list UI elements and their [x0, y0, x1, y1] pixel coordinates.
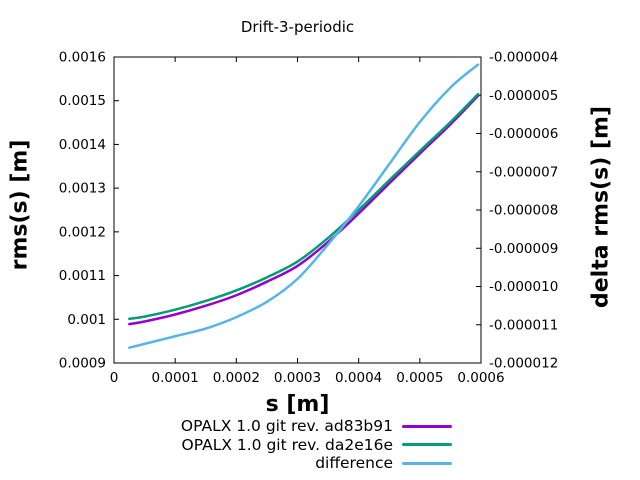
legend-label: OPALX 1.0 git rev. da2e16e: [181, 435, 393, 454]
chart-title: Drift-3-periodic: [240, 18, 355, 36]
y-left-tick-label: 0.0012: [59, 224, 106, 240]
x-tick-label: 0.0004: [335, 370, 382, 386]
y-right-tick-label: -0.000008: [489, 203, 558, 219]
y-right-tick-label: -0.000011: [489, 317, 558, 333]
y-left-tick-label: 0.0016: [59, 50, 106, 66]
y-axis-label-right: delta rms(s) [m]: [588, 106, 614, 308]
y-left-tick-label: 0.001: [67, 312, 106, 328]
legend: OPALX 1.0 git rev. ad83b91 OPALX 1.0 git…: [181, 417, 452, 473]
legend-item-difference: difference: [181, 454, 452, 473]
series-line-2: [128, 92, 480, 321]
x-tick-label: 0.0001: [152, 370, 199, 386]
y-right-tick-label: -0.000004: [489, 50, 558, 66]
y-left-tick-label: 0.0009: [59, 356, 106, 372]
x-axis-label: s [m]: [265, 392, 330, 417]
series-line-1: [128, 94, 480, 326]
y-left-tick-label: 0.0014: [59, 137, 106, 153]
legend-line-sample-purple: [402, 424, 452, 428]
legend-label: difference: [315, 454, 393, 473]
y-axis-label-left: rms(s) [m]: [7, 139, 33, 271]
y-right-tick-label: -0.000005: [489, 88, 558, 104]
y-left-tick-label: 0.0013: [59, 181, 106, 197]
legend-label: OPALX 1.0 git rev. ad83b91: [180, 417, 393, 436]
legend-line-sample-green: [402, 443, 452, 447]
x-tick-label: 0.0005: [396, 370, 443, 386]
x-tick-label: 0.0002: [213, 370, 260, 386]
y-right-tick-label: -0.000010: [489, 279, 558, 295]
series-line-3: [128, 63, 480, 349]
x-tick-label: 0: [110, 370, 119, 386]
y-left-tick-label: 0.0011: [59, 268, 106, 284]
x-tick-label: 0.0006: [457, 370, 504, 386]
y-right-tick-label: -0.000006: [489, 126, 558, 142]
y-right-tick-label: -0.000007: [489, 164, 558, 180]
legend-line-sample-blue: [402, 461, 452, 465]
legend-item-series1: OPALX 1.0 git rev. ad83b91: [181, 417, 452, 436]
y-right-tick-label: -0.000009: [489, 241, 558, 257]
y-right-tick-label: -0.000012: [489, 356, 558, 372]
x-tick-label: 0.0003: [274, 370, 321, 386]
y-left-tick-label: 0.0015: [59, 93, 106, 109]
legend-item-series2: OPALX 1.0 git rev. da2e16e: [181, 436, 452, 455]
